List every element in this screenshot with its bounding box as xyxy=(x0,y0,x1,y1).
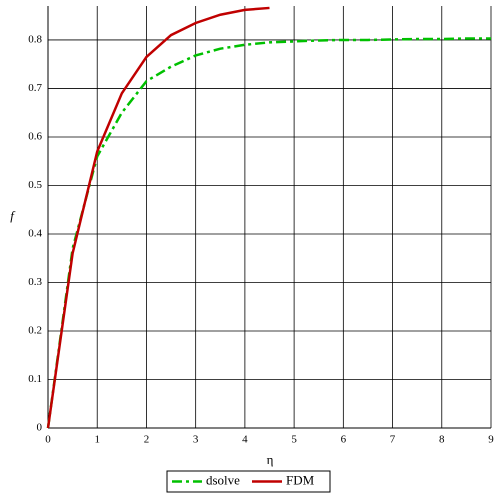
x-tick-label: 6 xyxy=(341,434,347,446)
y-tick-label: 0.5 xyxy=(28,179,42,191)
x-axis-label: η xyxy=(267,452,274,467)
x-tick-label: 0 xyxy=(45,434,51,446)
x-tick-label: 8 xyxy=(439,434,445,446)
y-tick-label: 0.8 xyxy=(28,33,42,45)
x-tick-label: 7 xyxy=(390,434,396,446)
y-tick-label: 0.1 xyxy=(28,373,42,385)
y-tick-label: 0.3 xyxy=(28,276,42,288)
y-tick-label: 0.4 xyxy=(28,228,42,240)
x-tick-label: 1 xyxy=(94,434,100,446)
x-tick-label: 3 xyxy=(193,434,199,446)
legend-label: dsolve xyxy=(206,472,240,487)
x-tick-label: 2 xyxy=(144,434,150,446)
y-tick-label: 0.7 xyxy=(28,82,42,94)
y-axis-label: f xyxy=(10,208,16,223)
x-tick-label: 4 xyxy=(242,434,248,446)
x-tick-label: 5 xyxy=(291,434,297,446)
legend-label: FDM xyxy=(286,472,315,487)
legend-box xyxy=(166,470,331,493)
x-tick-label: 9 xyxy=(488,434,494,446)
y-tick-label: 0.6 xyxy=(28,130,42,142)
y-tick-label: 0.2 xyxy=(28,325,42,337)
line-series xyxy=(46,37,491,429)
line-series xyxy=(46,6,270,429)
y-tick-label: 0 xyxy=(37,422,43,434)
